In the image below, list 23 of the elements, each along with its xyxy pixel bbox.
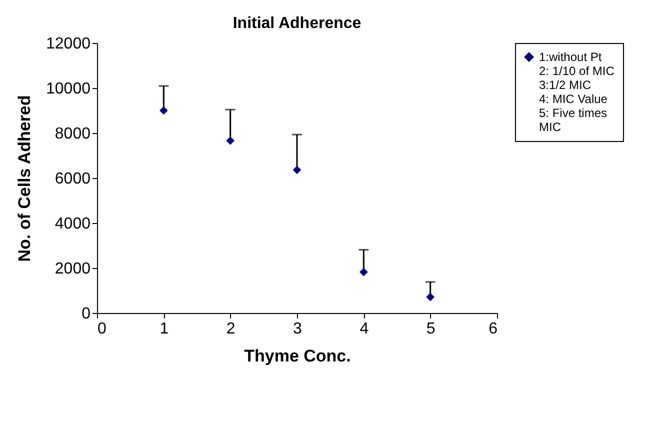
y-tick-label: 12000 — [46, 36, 91, 52]
y-tick-label: 2000 — [54, 260, 91, 278]
y-tick-label: 8000 — [54, 126, 91, 142]
y-axis-title: No. of Cells Adhered — [15, 95, 34, 262]
y-tick-label: 6000 — [54, 170, 91, 188]
x-tick-label: 3 — [293, 320, 302, 338]
y-tick-label: 4000 — [54, 216, 91, 232]
point — [159, 106, 168, 115]
x-axis-title: Thyme Conc. — [244, 346, 351, 366]
chart-title: Initial Adherence — [232, 15, 362, 32]
y-tick-label: 0 — [82, 306, 91, 322]
point — [292, 166, 302, 174]
point — [426, 292, 435, 302]
x-tick-label: 4 — [360, 320, 369, 338]
x-tick-label: 6 — [488, 320, 498, 338]
x-tick-label: 0 — [98, 320, 106, 338]
legend-label: 1:without Pt 2: 1/10 of MIC 3:1/2 MIC 4: MIC Value 5: Five times MIC — [539, 50, 615, 134]
y-tick-label: 10000 — [46, 80, 91, 98]
point — [359, 268, 368, 276]
x-tick-label: 2 — [226, 320, 236, 338]
x-tick-label: 1 — [160, 320, 169, 338]
point — [226, 136, 235, 145]
x-tick-label: 5 — [426, 320, 436, 338]
